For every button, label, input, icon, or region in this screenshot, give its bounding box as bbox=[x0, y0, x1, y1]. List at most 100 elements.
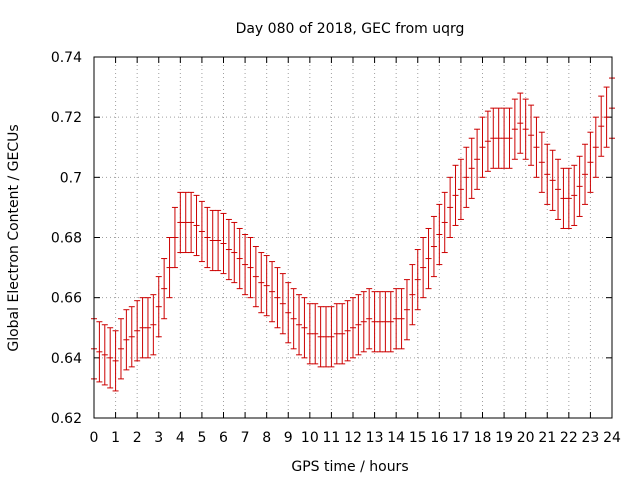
error-bar bbox=[269, 261, 276, 323]
x-tick-label: 13 bbox=[366, 430, 384, 446]
error-bar bbox=[452, 164, 459, 226]
error-bar bbox=[144, 297, 151, 359]
error-bar bbox=[150, 294, 157, 356]
error-bar bbox=[376, 291, 383, 353]
error-bar bbox=[204, 206, 211, 269]
error-bar bbox=[366, 288, 373, 350]
error-bar bbox=[425, 227, 432, 290]
x-tick-label: 4 bbox=[176, 430, 185, 446]
error-bar bbox=[479, 116, 486, 178]
error-bar bbox=[128, 306, 135, 368]
error-bar bbox=[317, 306, 324, 368]
error-bar bbox=[538, 131, 545, 193]
x-tick-label: 21 bbox=[538, 430, 556, 446]
error-bar bbox=[209, 209, 216, 272]
error-bar bbox=[576, 155, 583, 217]
error-bar bbox=[290, 288, 297, 350]
y-tick-label: 0.66 bbox=[51, 291, 82, 307]
error-bar bbox=[506, 107, 513, 169]
x-axis-label: GPS time / hours bbox=[291, 459, 408, 475]
error-bar bbox=[447, 176, 454, 238]
error-bar bbox=[603, 86, 610, 148]
x-tick-label: 19 bbox=[495, 430, 513, 446]
error-bar bbox=[468, 137, 475, 199]
error-bar bbox=[420, 237, 427, 299]
error-bar bbox=[139, 297, 146, 359]
error-bar bbox=[117, 318, 124, 380]
error-bar bbox=[587, 131, 594, 193]
error-bar bbox=[403, 279, 410, 341]
error-bar bbox=[258, 252, 265, 314]
error-bar bbox=[236, 227, 243, 290]
x-tick-label: 10 bbox=[301, 430, 319, 446]
error-bar bbox=[414, 249, 421, 311]
x-tick-label: 14 bbox=[387, 430, 405, 446]
error-bar bbox=[517, 92, 524, 154]
error-bar bbox=[161, 258, 168, 320]
y-tick-label: 0.74 bbox=[51, 50, 82, 66]
error-bar bbox=[188, 191, 195, 254]
x-tick-label: 24 bbox=[603, 430, 621, 446]
error-bar bbox=[112, 330, 119, 392]
error-bar bbox=[409, 264, 416, 326]
x-tick-label: 11 bbox=[323, 430, 341, 446]
error-bar bbox=[177, 191, 184, 254]
grid-layer bbox=[94, 57, 612, 418]
error-bar bbox=[511, 98, 518, 160]
error-bar bbox=[560, 167, 567, 229]
error-bar bbox=[393, 288, 400, 350]
error-bar bbox=[231, 221, 238, 284]
error-bar bbox=[430, 215, 437, 278]
error-bar bbox=[279, 273, 286, 335]
plot-frame bbox=[93, 56, 613, 419]
error-bar bbox=[274, 267, 281, 329]
x-tick-label: 0 bbox=[90, 430, 99, 446]
error-bar bbox=[533, 116, 540, 178]
error-bar bbox=[457, 158, 464, 220]
x-tick-label: 18 bbox=[474, 430, 492, 446]
error-bar bbox=[101, 324, 108, 386]
x-tick-label: 16 bbox=[430, 430, 448, 446]
error-bar bbox=[398, 288, 405, 350]
error-bar bbox=[107, 327, 114, 389]
data-layer bbox=[91, 77, 615, 392]
x-tick-label: 1 bbox=[111, 430, 120, 446]
error-bar bbox=[198, 200, 205, 263]
error-bar bbox=[339, 303, 346, 365]
error-bar bbox=[263, 255, 270, 317]
error-bar bbox=[344, 300, 351, 362]
error-bar bbox=[350, 297, 356, 359]
error-bar bbox=[592, 116, 599, 178]
error-bar bbox=[582, 143, 589, 205]
x-tick-label: 20 bbox=[517, 430, 535, 446]
error-bar bbox=[215, 209, 222, 272]
error-bar bbox=[225, 218, 232, 281]
error-bar bbox=[598, 95, 605, 157]
y-axis-label: Global Electron Content / GECUs bbox=[6, 124, 22, 351]
error-bar bbox=[565, 167, 572, 229]
error-bar bbox=[355, 294, 362, 356]
x-tick-label: 3 bbox=[154, 430, 163, 446]
x-tick-label: 22 bbox=[560, 430, 578, 446]
x-tick-label: 15 bbox=[409, 430, 427, 446]
error-bar bbox=[134, 300, 141, 362]
error-bar bbox=[522, 98, 529, 160]
x-tick-label: 5 bbox=[197, 430, 206, 446]
error-bar bbox=[555, 158, 562, 220]
error-bar bbox=[544, 143, 551, 205]
error-bar bbox=[528, 104, 535, 166]
error-bar bbox=[301, 297, 308, 359]
error-bar bbox=[501, 107, 508, 169]
error-bar bbox=[252, 246, 259, 308]
x-tick-label: 2 bbox=[133, 430, 142, 446]
error-bar bbox=[123, 309, 130, 371]
error-bar bbox=[193, 194, 200, 257]
error-bar bbox=[171, 206, 178, 269]
y-tick-label: 0.62 bbox=[51, 411, 82, 427]
error-bar bbox=[285, 282, 292, 344]
x-tick-label: 8 bbox=[262, 430, 271, 446]
error-bar bbox=[96, 321, 103, 383]
y-tick-label: 0.64 bbox=[51, 351, 82, 367]
error-bar bbox=[463, 146, 470, 208]
